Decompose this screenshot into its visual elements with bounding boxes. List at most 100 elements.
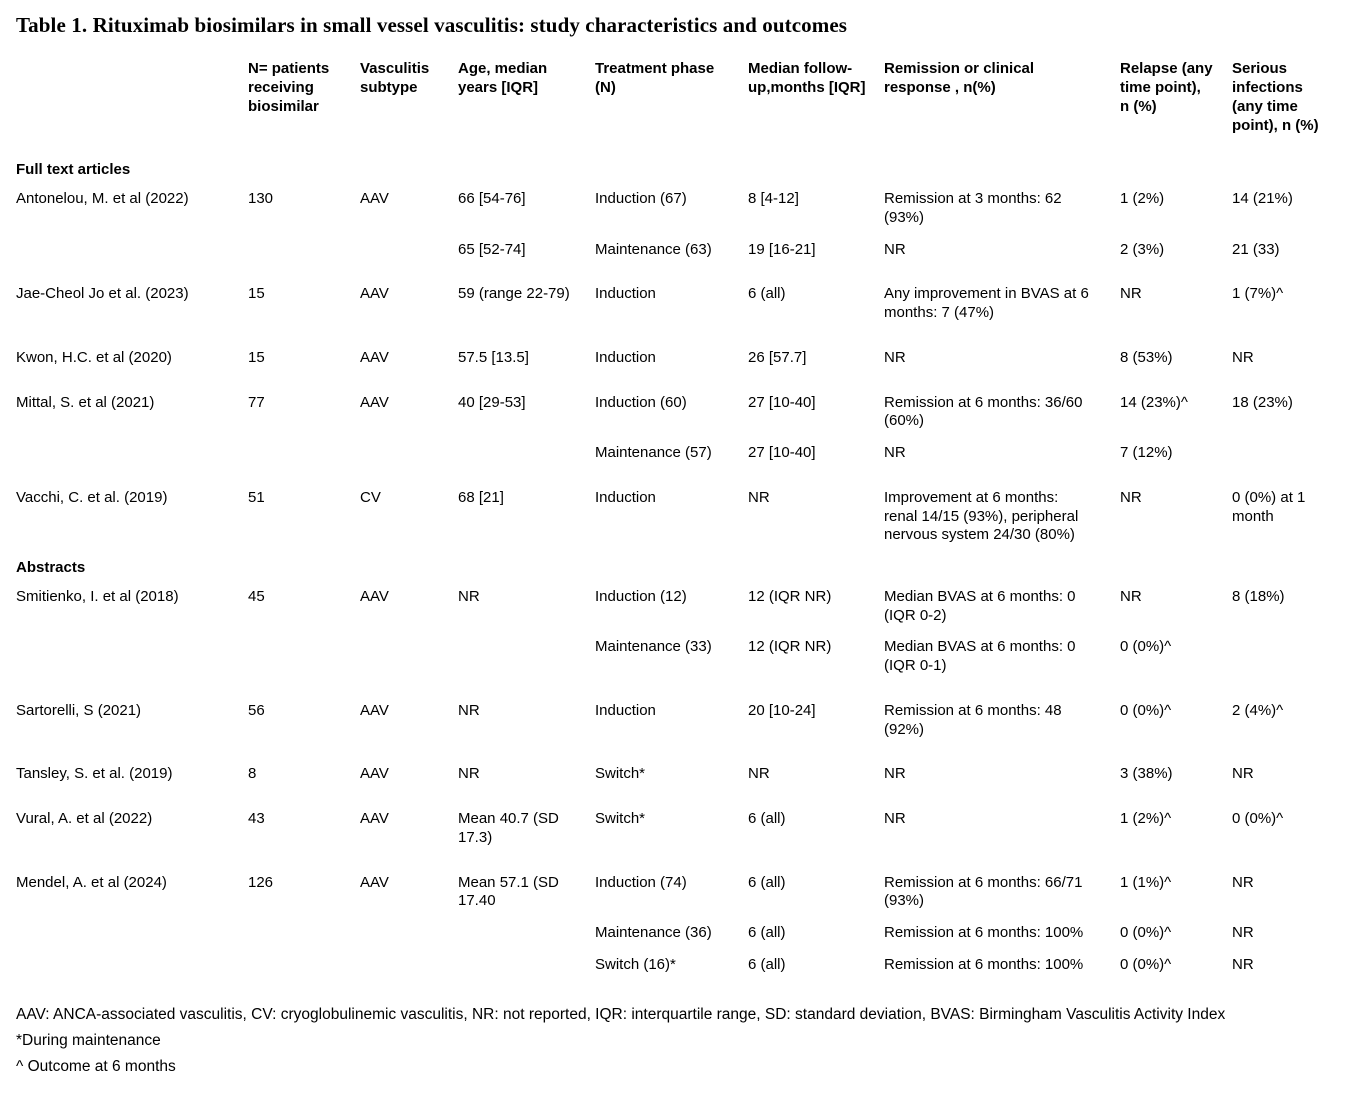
table-cell: NR: [1120, 285, 1142, 303]
table-cell: [360, 431, 458, 463]
table-cell: Median BVAS at 6 months: 0 (IQR 0-2): [884, 587, 1076, 624]
table-cell: 66 [54-76]: [458, 190, 526, 207]
table-cell: AAV: [360, 348, 389, 366]
table-cell: Remission at 6 months: 36/60 (60%): [884, 393, 1083, 430]
table-cell: 0 (0%)^: [1120, 955, 1172, 973]
table-cell: Improvement at 6 months: renal 14/15 (93…: [884, 488, 1079, 544]
section-row: Full text articles: [16, 147, 1354, 180]
column-header: Remission or clinical response , n(%): [884, 60, 1035, 96]
table-cell: Remission at 6 months: 66/71 (93%): [884, 873, 1083, 910]
table-cell: NR: [458, 587, 480, 605]
table-cell: 0 (0%)^: [1120, 638, 1172, 656]
study-name-cell: Vacchi, C. et al. (2019): [16, 488, 168, 506]
table-cell: NR: [748, 488, 770, 506]
table-cell: Mean 57.1 (SD 17.40: [458, 873, 559, 910]
study-name-cell: [16, 943, 248, 975]
table-cell: [360, 911, 458, 943]
table-cell: AAV: [360, 393, 389, 411]
table-cell: [248, 911, 360, 943]
study-name-cell: Mittal, S. et al (2021): [16, 393, 155, 411]
table-cell: [360, 943, 458, 975]
table-cell: Maintenance (57): [595, 444, 712, 461]
table-cell: 59 (range 22-79): [458, 285, 570, 303]
table-cell: NR: [458, 765, 480, 783]
table-cell: 2 (3%): [1120, 240, 1165, 258]
column-header: [16, 60, 248, 147]
table-row: Sartorelli, S (2021) 56 AAV NR Induction 20 […: [16, 676, 1354, 740]
table-row: Vural, A. et al (2022) 43 AAV Mean 40.7 (SD…: [16, 784, 1354, 848]
table-cell: Induction (60): [595, 393, 687, 411]
table-cell: NR: [1232, 924, 1254, 941]
table-cell: 15: [248, 285, 265, 303]
column-header: Vasculitis subtype: [360, 60, 430, 96]
study-name-cell: Vural, A. et al (2022): [16, 810, 153, 827]
table-cell: Switch*: [595, 810, 646, 827]
table-row: Switch (16)* 6 (all) Remission at 6 months…: [16, 943, 1354, 975]
table-row: Jae-Cheol Jo et al. (2023) 15 AAV 59 (range…: [16, 259, 1354, 323]
table-cell: 65 [52-74]: [458, 240, 526, 258]
column-header: Serious infections (any time point), n (…: [1232, 60, 1319, 134]
table-row: Kwon, H.C. et al (2020) 15 AAV 57.5 [13.5] I…: [16, 323, 1354, 368]
table-cell: NR: [1232, 955, 1254, 973]
footnote-caret: ^ Outcome at 6 months: [16, 1058, 176, 1076]
table-row: Vacchi, C. et al. (2019) 51 CV 68 [21] Induc…: [16, 463, 1354, 545]
column-header: Median follow-up,months [IQR]: [748, 60, 866, 96]
table-cell: [248, 943, 360, 975]
table-cell: 1 (7%)^: [1232, 285, 1284, 303]
table-cell: Maintenance (63): [595, 240, 712, 258]
table-cell: [248, 228, 360, 260]
table-cell: 6 (all): [748, 810, 786, 827]
table-cell: AAV: [360, 873, 389, 891]
table-cell: 1 (1%)^: [1120, 873, 1172, 891]
table-cell: 126: [248, 873, 274, 891]
table-cell: 12 (IQR NR): [748, 587, 832, 605]
table-cell: [458, 431, 595, 463]
table-row: Smitienko, I. et al (2018) 45 AAV NR Inducti…: [16, 578, 1354, 626]
table-cell: NR: [884, 240, 906, 258]
table-cell: 130: [248, 190, 274, 207]
table-cell: Remission at 6 months: 100%: [884, 924, 1084, 941]
table-cell: [360, 228, 458, 260]
table-cell: Switch*: [595, 765, 646, 783]
table-cell: NR: [1120, 587, 1142, 605]
table-cell: 15: [248, 348, 265, 366]
study-name-cell: Jae-Cheol Jo et al. (2023): [16, 285, 189, 303]
table-cell: AAV: [360, 285, 389, 303]
study-name-cell: Smitienko, I. et al (2018): [16, 587, 179, 605]
table-cell: NR: [884, 810, 906, 827]
table-cell: 6 (all): [748, 873, 786, 891]
table-cell: 6 (all): [748, 955, 786, 973]
table-cell: Induction (12): [595, 587, 687, 605]
table-cell: 0 (0%)^: [1120, 701, 1172, 719]
table-cell: 7 (12%): [1120, 444, 1173, 461]
table-cell: AAV: [360, 587, 389, 605]
study-name-cell: Sartorelli, S (2021): [16, 701, 142, 719]
table-cell: Induction: [595, 348, 656, 366]
table-cell: 43: [248, 810, 265, 827]
table-cell: [360, 625, 458, 676]
table-cell: 0 (0%)^: [1232, 810, 1284, 827]
table-cell: 40 [29-53]: [458, 393, 526, 411]
table-cell: AAV: [360, 765, 389, 783]
table-row: Antonelou, M. et al (2022) 130 AAV 66 [54-7…: [16, 180, 1354, 228]
table-cell: CV: [360, 488, 381, 506]
study-name-cell: [16, 911, 248, 943]
table-cell: 12 (IQR NR): [748, 638, 832, 656]
table-cell: Remission at 6 months: 48 (92%): [884, 701, 1062, 738]
table-cell: Induction (67): [595, 190, 687, 207]
table-cell: 45: [248, 587, 265, 605]
table-cell: 14 (21%): [1232, 190, 1293, 207]
study-name-cell: Tansley, S. et al. (2019): [16, 765, 173, 783]
table-cell: AAV: [360, 701, 389, 719]
footnotes: AAV: ANCA-associated vasculitis, CV: cry…: [16, 1005, 1354, 1077]
table-cell: Induction: [595, 701, 656, 719]
table-row: 65 [52-74] Maintenance (63) 19 [16-21] NR 2 …: [16, 228, 1354, 260]
table-cell: NR: [1232, 348, 1254, 366]
table-cell: NR: [1120, 488, 1142, 506]
table-cell: 57.5 [13.5]: [458, 348, 529, 366]
table-cell: Remission at 6 months: 100%: [884, 955, 1084, 973]
table-cell: Median BVAS at 6 months: 0 (IQR 0-1): [884, 638, 1076, 674]
table-cell: 6 (all): [748, 285, 786, 303]
column-header: Relapse (any time point), n (%): [1120, 60, 1213, 115]
